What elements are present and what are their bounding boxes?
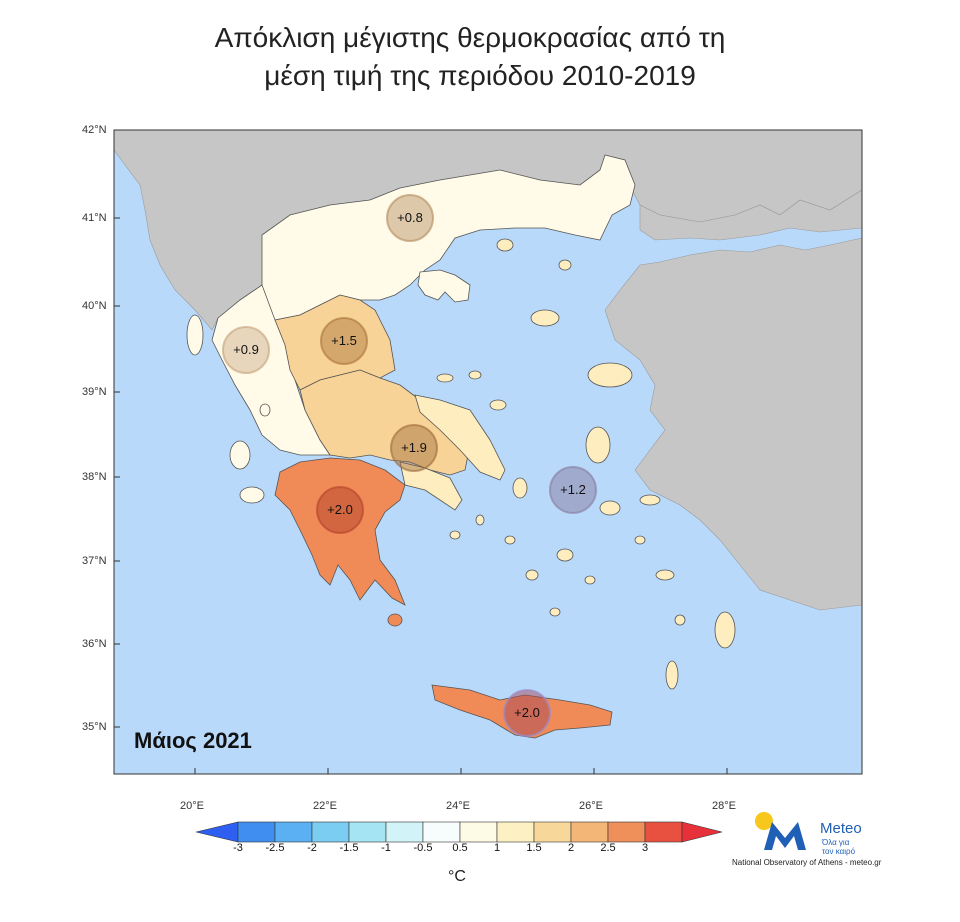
lat-label: 36°N [82, 638, 107, 650]
logo-slogan: Όλα για τον καιρό [822, 838, 855, 856]
lat-label: 35°N [82, 721, 107, 733]
colorbar-label: -3 [233, 842, 243, 854]
colorbar-over-arrow [681, 821, 723, 843]
region-value-crete: +2.0 [514, 705, 540, 720]
colorbar-cell [644, 821, 683, 843]
map-title-line2: μέση τιμή της περιόδου 2010-2019 [264, 60, 696, 91]
anomaly-circle-peloponnese [316, 486, 364, 534]
region-value-epirus: +0.9 [233, 342, 259, 357]
anomaly-circle-aegean [549, 466, 597, 514]
logo-slogan-line2: τον καιρό [822, 847, 856, 856]
logo-slogan-line1: Όλα για [822, 838, 850, 847]
anomaly-circle-central [390, 424, 438, 472]
colorbar-label: 0.5 [452, 842, 468, 854]
colorbar-label: -2 [307, 842, 317, 854]
lat-label: 38°N [82, 471, 107, 483]
lon-label: 28°E [712, 800, 736, 812]
meteo-logo-icon [755, 812, 806, 850]
lon-label: 22°E [313, 800, 337, 812]
colorbar-label: -1 [381, 842, 391, 854]
colorbar-cell [274, 821, 313, 843]
colorbar-label: 2.5 [600, 842, 616, 854]
colorbar-cell [607, 821, 646, 843]
anomaly-circle-epirus [222, 326, 270, 374]
map-frame [113, 129, 863, 775]
colorbar-cell [348, 821, 387, 843]
region-value-peloponnese: +2.0 [327, 502, 353, 517]
region-value-thessaly: +1.5 [331, 333, 357, 348]
lat-label: 40°N [82, 300, 107, 312]
colorbar-label: -1.5 [339, 842, 359, 854]
map-title-line1: Απόκλιση μέγιστης θερμοκρασίας από τη [214, 22, 726, 53]
colorbar-label: 1.5 [526, 842, 542, 854]
colorbar-cell [533, 821, 572, 843]
colorbar-label: 1 [493, 842, 501, 854]
region-value-central-greece: +1.9 [401, 440, 427, 455]
region-thessaly [274, 294, 396, 391]
lon-label: 20°E [180, 800, 204, 812]
colorbar [195, 821, 723, 843]
colorbar-cell [237, 821, 276, 843]
region-ionian-islands [186, 314, 271, 504]
region-value-thrace-macedonia: +0.8 [397, 210, 423, 225]
colorbar-cell [459, 821, 498, 843]
anomaly-circle-macedonia [386, 194, 434, 242]
region-attica [399, 461, 463, 511]
lat-label: 42°N [82, 124, 107, 136]
colorbar-cell [570, 821, 609, 843]
colorbar-cells [237, 821, 683, 843]
foreign-land-turkey [604, 237, 862, 611]
island-kythira [387, 613, 403, 627]
region-chalkidiki [417, 269, 471, 303]
colorbar-cell [496, 821, 535, 843]
foreign-land-marmara [639, 189, 862, 241]
colorbar-cell [385, 821, 424, 843]
colorbar-label: 2 [567, 842, 575, 854]
colorbar-cell [422, 821, 461, 843]
logo-name: Meteo [820, 820, 862, 837]
period-label: Μάιος 2021 [134, 728, 252, 753]
colorbar-unit: °C [448, 868, 466, 885]
map-ticks [114, 129, 728, 774]
anomaly-circle-thessaly [320, 317, 368, 365]
colorbar-label: 3 [641, 842, 649, 854]
logo-organization: National Observatory of Athens - meteo.g… [732, 858, 882, 867]
region-central-greece [299, 369, 471, 476]
colorbar-label: -0.5 [413, 842, 433, 854]
lon-label: 26°E [579, 800, 603, 812]
lat-label: 41°N [82, 212, 107, 224]
colorbar-label: -2.5 [265, 842, 285, 854]
region-value-aegean-islands: +1.2 [560, 482, 586, 497]
colorbar-cell [311, 821, 350, 843]
lat-label: 37°N [82, 555, 107, 567]
colorbar-under-arrow [195, 821, 239, 843]
lon-label: 24°E [446, 800, 470, 812]
lat-label: 39°N [82, 386, 107, 398]
anomaly-markers [222, 194, 597, 737]
anomaly-circle-crete [503, 689, 551, 737]
region-evia [414, 394, 506, 481]
region-aegean-islands [436, 238, 736, 690]
